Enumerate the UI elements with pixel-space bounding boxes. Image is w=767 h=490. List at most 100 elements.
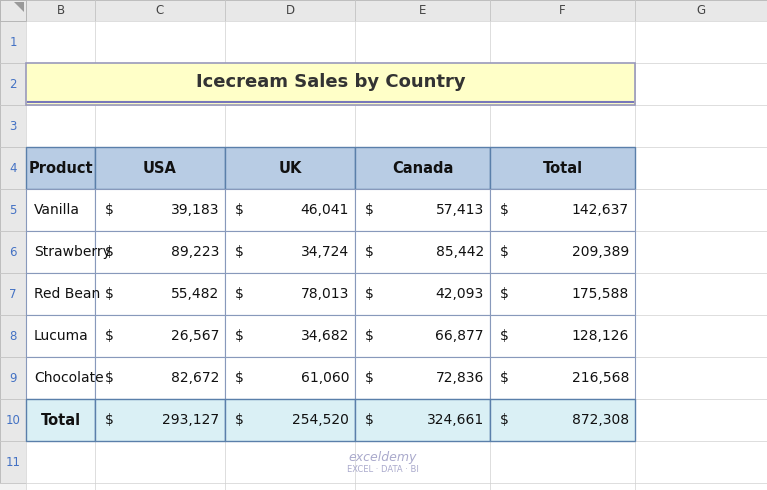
Bar	[26, 231, 95, 273]
Bar	[355, 189, 490, 231]
Bar	[355, 357, 490, 399]
Text: $: $	[105, 245, 114, 259]
Bar	[355, 147, 490, 189]
Text: $: $	[235, 245, 244, 259]
Text: Total: Total	[542, 161, 583, 175]
Bar	[0, 441, 26, 483]
Text: Product: Product	[28, 161, 93, 175]
Bar	[95, 189, 225, 231]
Text: 8: 8	[9, 329, 17, 343]
Text: Icecream Sales by Country: Icecream Sales by Country	[196, 73, 466, 91]
Text: Strawberry: Strawberry	[34, 245, 111, 259]
Bar	[95, 315, 225, 357]
Bar	[26, 147, 95, 189]
Text: Chocolate: Chocolate	[34, 371, 104, 385]
Bar	[0, 147, 26, 189]
Text: 42,093: 42,093	[436, 287, 484, 301]
Text: $: $	[500, 287, 509, 301]
Bar	[225, 189, 355, 231]
Bar	[0, 63, 26, 105]
Text: $: $	[365, 413, 374, 427]
Text: 57,413: 57,413	[436, 203, 484, 217]
Text: $: $	[500, 245, 509, 259]
Text: USA: USA	[143, 161, 177, 175]
Text: $: $	[365, 287, 374, 301]
Text: 34,724: 34,724	[301, 245, 349, 259]
Bar	[26, 273, 95, 315]
Text: 46,041: 46,041	[301, 203, 349, 217]
Text: 6: 6	[9, 245, 17, 259]
Text: Vanilla: Vanilla	[34, 203, 80, 217]
Bar	[95, 231, 225, 273]
Text: $: $	[105, 203, 114, 217]
Text: 34,682: 34,682	[301, 329, 349, 343]
Text: $: $	[105, 413, 114, 427]
Text: 254,520: 254,520	[292, 413, 349, 427]
Text: $: $	[365, 329, 374, 343]
Text: Canada: Canada	[392, 161, 453, 175]
Text: E: E	[419, 4, 426, 17]
Bar	[26, 357, 95, 399]
Bar	[355, 0, 490, 21]
Bar	[355, 273, 490, 315]
Bar	[0, 399, 26, 441]
Text: C: C	[156, 4, 164, 17]
Bar	[0, 21, 26, 63]
Bar	[26, 399, 95, 441]
Bar	[490, 189, 635, 231]
Text: $: $	[105, 371, 114, 385]
Text: Lucuma: Lucuma	[34, 329, 89, 343]
Text: $: $	[365, 245, 374, 259]
Text: 78,013: 78,013	[301, 287, 349, 301]
Text: 216,568: 216,568	[571, 371, 629, 385]
Text: 85,442: 85,442	[436, 245, 484, 259]
Bar	[0, 315, 26, 357]
Text: $: $	[500, 413, 509, 427]
Bar	[225, 399, 355, 441]
Text: 209,389: 209,389	[571, 245, 629, 259]
Bar	[26, 315, 95, 357]
Text: 9: 9	[9, 371, 17, 385]
Text: $: $	[500, 203, 509, 217]
Text: 5: 5	[9, 203, 17, 217]
Bar	[26, 63, 635, 105]
Text: 72,836: 72,836	[436, 371, 484, 385]
Text: 82,672: 82,672	[170, 371, 219, 385]
Bar	[95, 147, 225, 189]
Bar	[490, 399, 635, 441]
Text: 1: 1	[9, 35, 17, 49]
Text: 7: 7	[9, 288, 17, 300]
Text: 26,567: 26,567	[170, 329, 219, 343]
Bar	[0, 189, 26, 231]
Text: 10: 10	[5, 414, 21, 426]
Text: $: $	[500, 329, 509, 343]
Text: EXCEL · DATA · BI: EXCEL · DATA · BI	[347, 465, 419, 473]
Text: 128,126: 128,126	[571, 329, 629, 343]
Text: UK: UK	[278, 161, 301, 175]
Bar	[225, 273, 355, 315]
Bar	[95, 273, 225, 315]
Bar	[355, 315, 490, 357]
Bar	[0, 0, 26, 21]
Text: 89,223: 89,223	[170, 245, 219, 259]
Text: 872,308: 872,308	[572, 413, 629, 427]
Bar	[490, 315, 635, 357]
Text: A: A	[9, 4, 17, 17]
Bar	[95, 399, 225, 441]
Bar	[0, 0, 26, 21]
Bar	[490, 273, 635, 315]
Text: Red Bean: Red Bean	[34, 287, 100, 301]
Text: $: $	[365, 203, 374, 217]
Bar	[0, 105, 26, 147]
Text: 142,637: 142,637	[572, 203, 629, 217]
Text: 39,183: 39,183	[170, 203, 219, 217]
Text: 3: 3	[9, 120, 17, 132]
Bar	[635, 0, 767, 21]
Text: $: $	[365, 371, 374, 385]
Bar	[225, 315, 355, 357]
Text: 4: 4	[9, 162, 17, 174]
Text: 61,060: 61,060	[301, 371, 349, 385]
Text: B: B	[57, 4, 64, 17]
Text: $: $	[105, 329, 114, 343]
Bar	[225, 147, 355, 189]
